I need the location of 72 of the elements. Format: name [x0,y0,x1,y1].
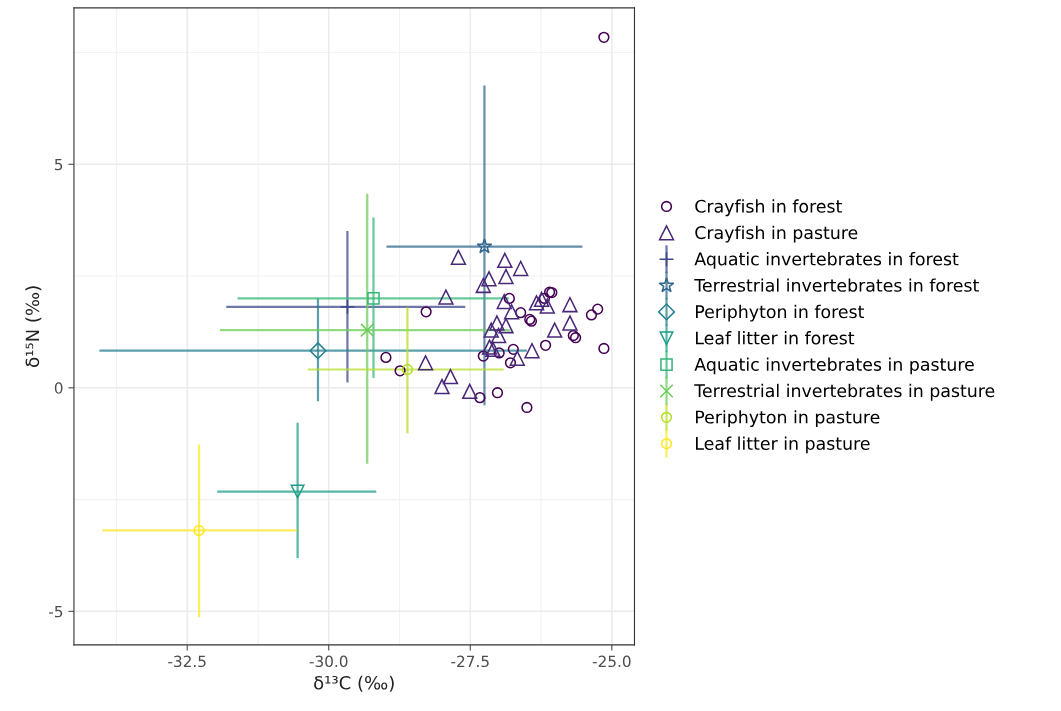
point [481,339,498,355]
point [539,298,555,314]
x-axis-title: δ¹³C (‰) [314,675,394,692]
point [496,293,512,310]
point [290,484,305,499]
point [380,351,392,364]
point [546,322,563,338]
point [539,339,552,351]
point [592,303,604,315]
legend-label: Crayfish in forest [695,199,842,217]
legend-label: Periphyton in pasture [696,410,880,427]
y-axis-title: δ¹⁵N (‰) [25,286,42,367]
point [434,378,450,395]
point [509,350,525,367]
point [417,355,434,371]
y-tick-label: 5 [54,158,63,171]
point [442,368,459,385]
point [483,322,499,338]
legend-label: Leaf litter in pasture [696,436,870,454]
point [598,342,610,355]
legend-label: Leaf litter in forest [696,331,855,345]
point [538,292,551,305]
point [512,260,529,277]
point [528,295,545,311]
point [503,304,520,320]
point [533,291,550,308]
point [476,238,493,254]
point [401,363,414,376]
point [562,315,578,331]
point [360,323,375,338]
point [489,315,505,331]
point [491,387,504,399]
point [507,343,519,355]
point [394,365,406,377]
legend-label: Periphyton in forest [696,304,864,322]
point [524,343,540,359]
point [493,347,505,359]
x-tick-label: -27.5 [451,655,489,668]
point [474,392,486,404]
point [497,252,513,269]
legend-label: Terrestrial invertebrates in pasture [694,383,995,401]
point [339,299,356,315]
point [420,306,432,318]
point [367,292,380,305]
point [490,327,507,344]
point [193,524,205,537]
legend-label: Terrestrial invertebrates in forest [694,278,979,292]
point [462,383,478,400]
point [598,31,610,43]
point [515,307,527,319]
legend-label: Crayfish in pasture [695,225,858,243]
point [504,357,517,369]
point [585,309,598,321]
x-tick-label: -32.5 [168,655,206,668]
point [309,342,327,360]
point [498,268,514,285]
point [498,317,514,334]
point [562,296,578,313]
point [450,249,467,265]
point [521,401,533,414]
point [481,271,497,287]
point [475,277,492,294]
point [477,350,489,362]
legend-label: Aquatic invertebrates in pasture [694,357,974,375]
point [438,289,454,305]
point [503,292,515,305]
legend-label: Aquatic invertebrates in forest [694,252,959,269]
x-tick-label: -30.0 [309,655,348,668]
point [485,341,501,358]
x-tick-label: -25.0 [592,655,631,668]
y-tick-label: -5 [49,606,63,618]
y-tick-label: 0 [54,382,63,394]
